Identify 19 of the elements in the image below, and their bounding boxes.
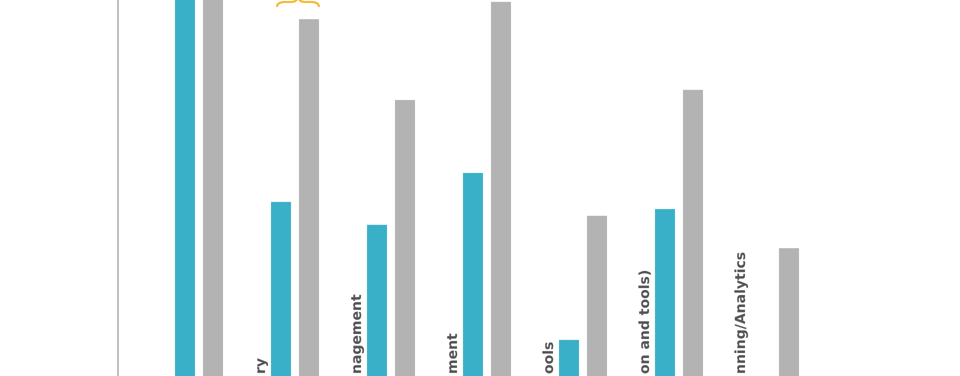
bar xyxy=(587,216,607,376)
bar xyxy=(203,0,223,376)
bar xyxy=(683,90,703,376)
x-tick-label: nagement xyxy=(349,294,365,374)
bar xyxy=(299,19,319,376)
bar xyxy=(367,224,387,376)
x-tick-label: ry xyxy=(253,358,269,374)
bar xyxy=(491,2,511,376)
bar xyxy=(463,172,483,376)
bar xyxy=(395,100,415,376)
x-tick-label: ools xyxy=(541,342,557,374)
bar xyxy=(175,0,195,376)
x-tick-label: nning/Analytics xyxy=(733,252,749,374)
bar xyxy=(779,248,799,376)
bar xyxy=(655,209,675,376)
bar xyxy=(271,202,291,376)
bar xyxy=(559,340,579,376)
x-tick-label: on and tools) xyxy=(637,270,653,374)
x-tick-label: ment xyxy=(445,332,461,374)
